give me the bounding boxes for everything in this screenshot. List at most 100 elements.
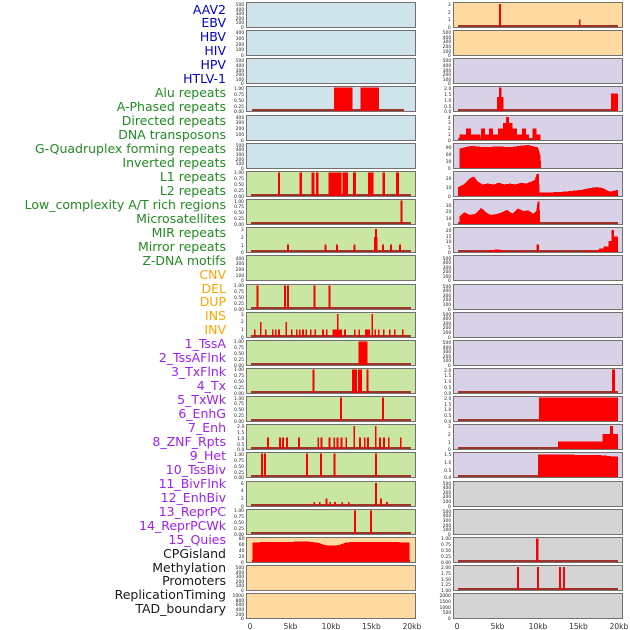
y-tick-label: 0.75 [233, 514, 244, 520]
y-tick-label: 200 [442, 325, 451, 331]
track-label-5-txwk: 5_TxWk [177, 392, 226, 408]
y-tick-label: 1.00 [440, 588, 451, 594]
x-axis-left-column: 0 5kb 10kb 15kb 20kb [246, 622, 422, 630]
y-tick-label: 200 [442, 494, 451, 500]
y-tick-label: 1.00 [233, 396, 244, 402]
y-tick-label: 200 [235, 157, 244, 163]
y-tick-label: 2 [241, 496, 244, 502]
y-tick-label: 500 [442, 30, 451, 36]
track-plot-4-tx: 90 60 30 0 [445, 142, 623, 171]
x-tick-label: 20kb [609, 622, 629, 630]
y-tick-label: 1.00 [233, 170, 244, 176]
y-tick-label: 0.75 [233, 289, 244, 295]
y-tick-label: 60 [238, 542, 244, 548]
track-label-mir-repeats: MIR repeats [151, 224, 226, 240]
track-label-l1-repeats: L1 repeats [159, 168, 226, 184]
track-data-hbv [247, 59, 415, 83]
y-tick-label: 100 [442, 330, 451, 336]
track-label-low-complexity-a-t-rich-regions: Low_complexity A/T rich regions [24, 196, 226, 212]
track-data-methylation [454, 510, 622, 534]
y-tick-label: 0.00 [233, 391, 244, 397]
y-tick-label: 0 [241, 560, 244, 566]
track-label-10-tssbiv: 10_TssBiv [165, 461, 226, 477]
y-tick-label: 300 [442, 265, 451, 271]
track-data-1-tssa [454, 59, 622, 83]
y-tick-label: 0 [241, 588, 244, 594]
track-label-alu-repeats: Alu repeats [154, 85, 226, 101]
track-label-2-tssaflnk: 2_TssAFlnk [158, 350, 226, 366]
y-tick-label: 0.25 [233, 470, 244, 475]
y-tick-label: 300 [235, 574, 244, 580]
y-tick-label: 200 [442, 523, 451, 529]
y-tick-label: 0.00 [233, 475, 244, 481]
y-tick-label: 1.0 [443, 98, 451, 104]
y-tick-label: 300 [442, 39, 451, 45]
track-plot-15-quies: 1.5 1.0 0.5 0.0 [444, 452, 623, 481]
y-axis-ticks-microsatellites: 2.0 1.5 1.0 0.5 0.0 [221, 425, 245, 452]
y-tick-label: 0.0 [443, 391, 451, 397]
y-tick-label: 500 [235, 58, 244, 64]
y-tick-label: 1000 [439, 605, 451, 611]
y-tick-label: 1.00 [233, 367, 244, 373]
y-tick-label: 1.00 [233, 283, 244, 289]
track-label-7-enh: 7_Enh [188, 420, 226, 435]
track-data-l1-repeats [251, 341, 411, 365]
y-tick-label: 400 [442, 63, 451, 69]
y-tick-label: 0.0 [443, 475, 451, 481]
track-data-htlv-1 [247, 144, 415, 168]
y-tick-label: 200 [235, 16, 244, 22]
y-tick-label: 2 [241, 319, 244, 325]
y-tick-label: 3 [241, 312, 244, 318]
y-tick-label: 0.00 [233, 307, 244, 312]
y-axis-ticks-g-quadruplex-forming-repeats: 1.00 0.75 0.50 0.25 0.00 [221, 283, 245, 312]
y-tick-label: 0 [448, 616, 451, 622]
y-tick-label: 500 [442, 509, 451, 515]
y-tick-label: 1 [241, 243, 244, 249]
track-data-del [247, 566, 415, 590]
y-tick-label: 500 [442, 340, 451, 346]
track-data-alu-repeats [251, 172, 411, 196]
track-data-microsatellites [251, 426, 411, 450]
track-plot-9-het: 500 400 300 200 100 0 [442, 283, 623, 312]
y-tick-label: 300 [442, 321, 451, 327]
track-plot-a-phased-repeats: 1.00 0.75 0.50 0.25 0.00 [234, 199, 416, 227]
y-tick-label: 1.0 [443, 460, 451, 466]
track-data-hiv [251, 87, 404, 112]
y-tick-label: 1000 [232, 593, 244, 599]
y-tick-label: 0.75 [440, 542, 451, 548]
y-tick-label: 1.00 [233, 339, 244, 345]
y-tick-label: 60 [445, 152, 451, 158]
y-tick-label: 100 [442, 274, 451, 280]
track-data-7-enh [458, 230, 618, 253]
y-tick-label: 0 [448, 53, 451, 59]
y-axis-ticks-l1-repeats: 1.00 0.75 0.50 0.25 0.00 [221, 339, 245, 368]
y-tick-label: 40 [238, 548, 244, 554]
y-axis-ticks-dup: 1000 800 600 400 200 0 [221, 593, 245, 621]
track-data-aav2 [247, 3, 415, 27]
y-tick-label: 0 [448, 447, 451, 453]
track-data-13-reprpc [458, 397, 618, 422]
y-tick-label: 1.00 [233, 199, 244, 205]
y-tick-label: 200 [235, 612, 244, 618]
y-tick-label: 1.00 [233, 452, 244, 458]
y-axis-ticks-htlv-1: 500 400 300 200 100 0 [221, 144, 245, 171]
x-tick-label: 5kb [283, 622, 298, 630]
y-axis-ticks-9-het: 500 400 300 200 100 0 [428, 284, 452, 311]
y-axis-ticks-1-tssa: 500 400 300 200 100 0 [428, 59, 452, 86]
y-tick-label: 0.00 [233, 532, 244, 538]
track-label-6-enhg: 6_EnhG [178, 406, 226, 422]
track-label-hbv: HBV [199, 29, 226, 45]
y-tick-label: 1.5 [236, 430, 244, 436]
y-axis-ticks-15-quies: 1.5 1.0 0.5 0.0 [428, 453, 452, 481]
track-label-ebv: EBV [201, 15, 226, 31]
y-tick-label: 1.00 [440, 536, 451, 542]
y-tick-label: 400 [442, 260, 451, 266]
track-plot-13-reprpc: 2.0 1.5 1.0 0.5 0.0 [444, 396, 623, 424]
y-tick-label: 400 [235, 30, 244, 36]
y-tick-label: 300 [442, 349, 451, 355]
y-tick-label: 90 [445, 145, 451, 151]
track-label-tad-boundary: TAD_boundary [135, 601, 226, 617]
y-tick-label: 1.5 [443, 402, 451, 408]
